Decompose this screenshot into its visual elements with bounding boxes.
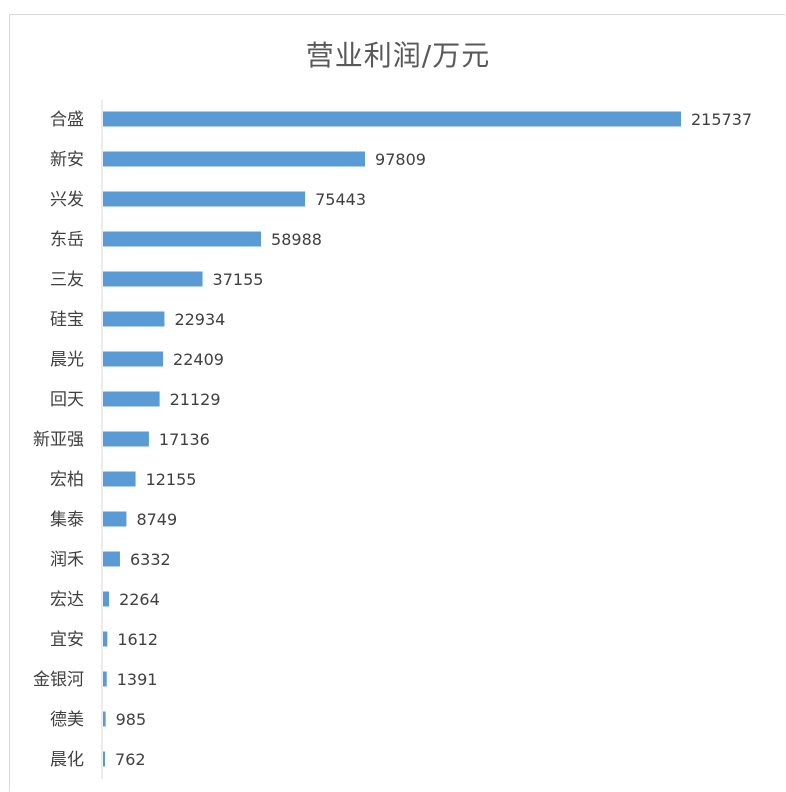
data-label: 215737 xyxy=(691,110,752,129)
bar xyxy=(103,391,160,407)
bar xyxy=(103,151,366,167)
bar xyxy=(103,511,127,527)
category-label: 新亚强 xyxy=(33,430,84,450)
bar xyxy=(103,271,203,287)
bar xyxy=(103,591,110,607)
category-label: 润禾 xyxy=(50,550,84,570)
bar xyxy=(103,191,306,207)
category-label: 回天 xyxy=(50,390,84,410)
data-label: 22409 xyxy=(173,350,224,369)
category-label: 三友 xyxy=(50,270,84,290)
category-label: 晨光 xyxy=(50,350,84,370)
bar xyxy=(103,311,165,327)
category-label: 德美 xyxy=(50,710,84,730)
bar xyxy=(103,631,108,647)
bar xyxy=(103,551,120,567)
category-label: 新安 xyxy=(50,150,84,170)
data-label: 6332 xyxy=(130,550,171,569)
bar xyxy=(103,351,164,367)
bar xyxy=(103,711,106,727)
category-label: 合盛 xyxy=(50,110,84,130)
category-label: 硅宝 xyxy=(50,310,84,330)
bar xyxy=(103,471,136,487)
data-label: 762 xyxy=(115,750,146,769)
data-label: 21129 xyxy=(170,390,221,409)
data-label: 17136 xyxy=(159,430,210,449)
bar xyxy=(103,671,107,687)
category-label: 宏达 xyxy=(50,590,84,610)
category-label: 兴发 xyxy=(50,190,84,210)
data-label: 985 xyxy=(116,710,147,729)
chart-area: 营业利润/万元 合盛 215737 新安 97809 兴发 75443 东岳 58988 三友 3… xyxy=(9,14,785,791)
bar xyxy=(103,111,681,127)
data-label: 8749 xyxy=(136,510,177,529)
chart-title: 营业利润/万元 xyxy=(305,39,491,72)
data-label: 37155 xyxy=(213,270,264,289)
category-label: 宏柏 xyxy=(50,470,84,490)
category-label: 集泰 xyxy=(50,510,84,530)
data-label: 12155 xyxy=(146,470,197,489)
category-label: 金银河 xyxy=(33,670,84,690)
bar xyxy=(103,231,262,247)
category-label: 东岳 xyxy=(50,230,84,250)
data-label: 22934 xyxy=(174,310,225,329)
data-label: 1612 xyxy=(117,630,158,649)
bar-chart-plot: 合盛 215737 新安 97809 兴发 75443 东岳 58988 三友 37155 硅宝 22… xyxy=(33,100,752,779)
data-label: 58988 xyxy=(271,230,322,249)
data-label: 2264 xyxy=(119,590,160,609)
bar xyxy=(103,751,106,767)
category-label: 宜安 xyxy=(50,630,84,650)
category-label: 晨化 xyxy=(50,750,84,770)
data-label: 97809 xyxy=(375,150,426,169)
data-label: 75443 xyxy=(315,190,366,209)
data-label: 1391 xyxy=(117,670,158,689)
bar xyxy=(103,431,149,447)
